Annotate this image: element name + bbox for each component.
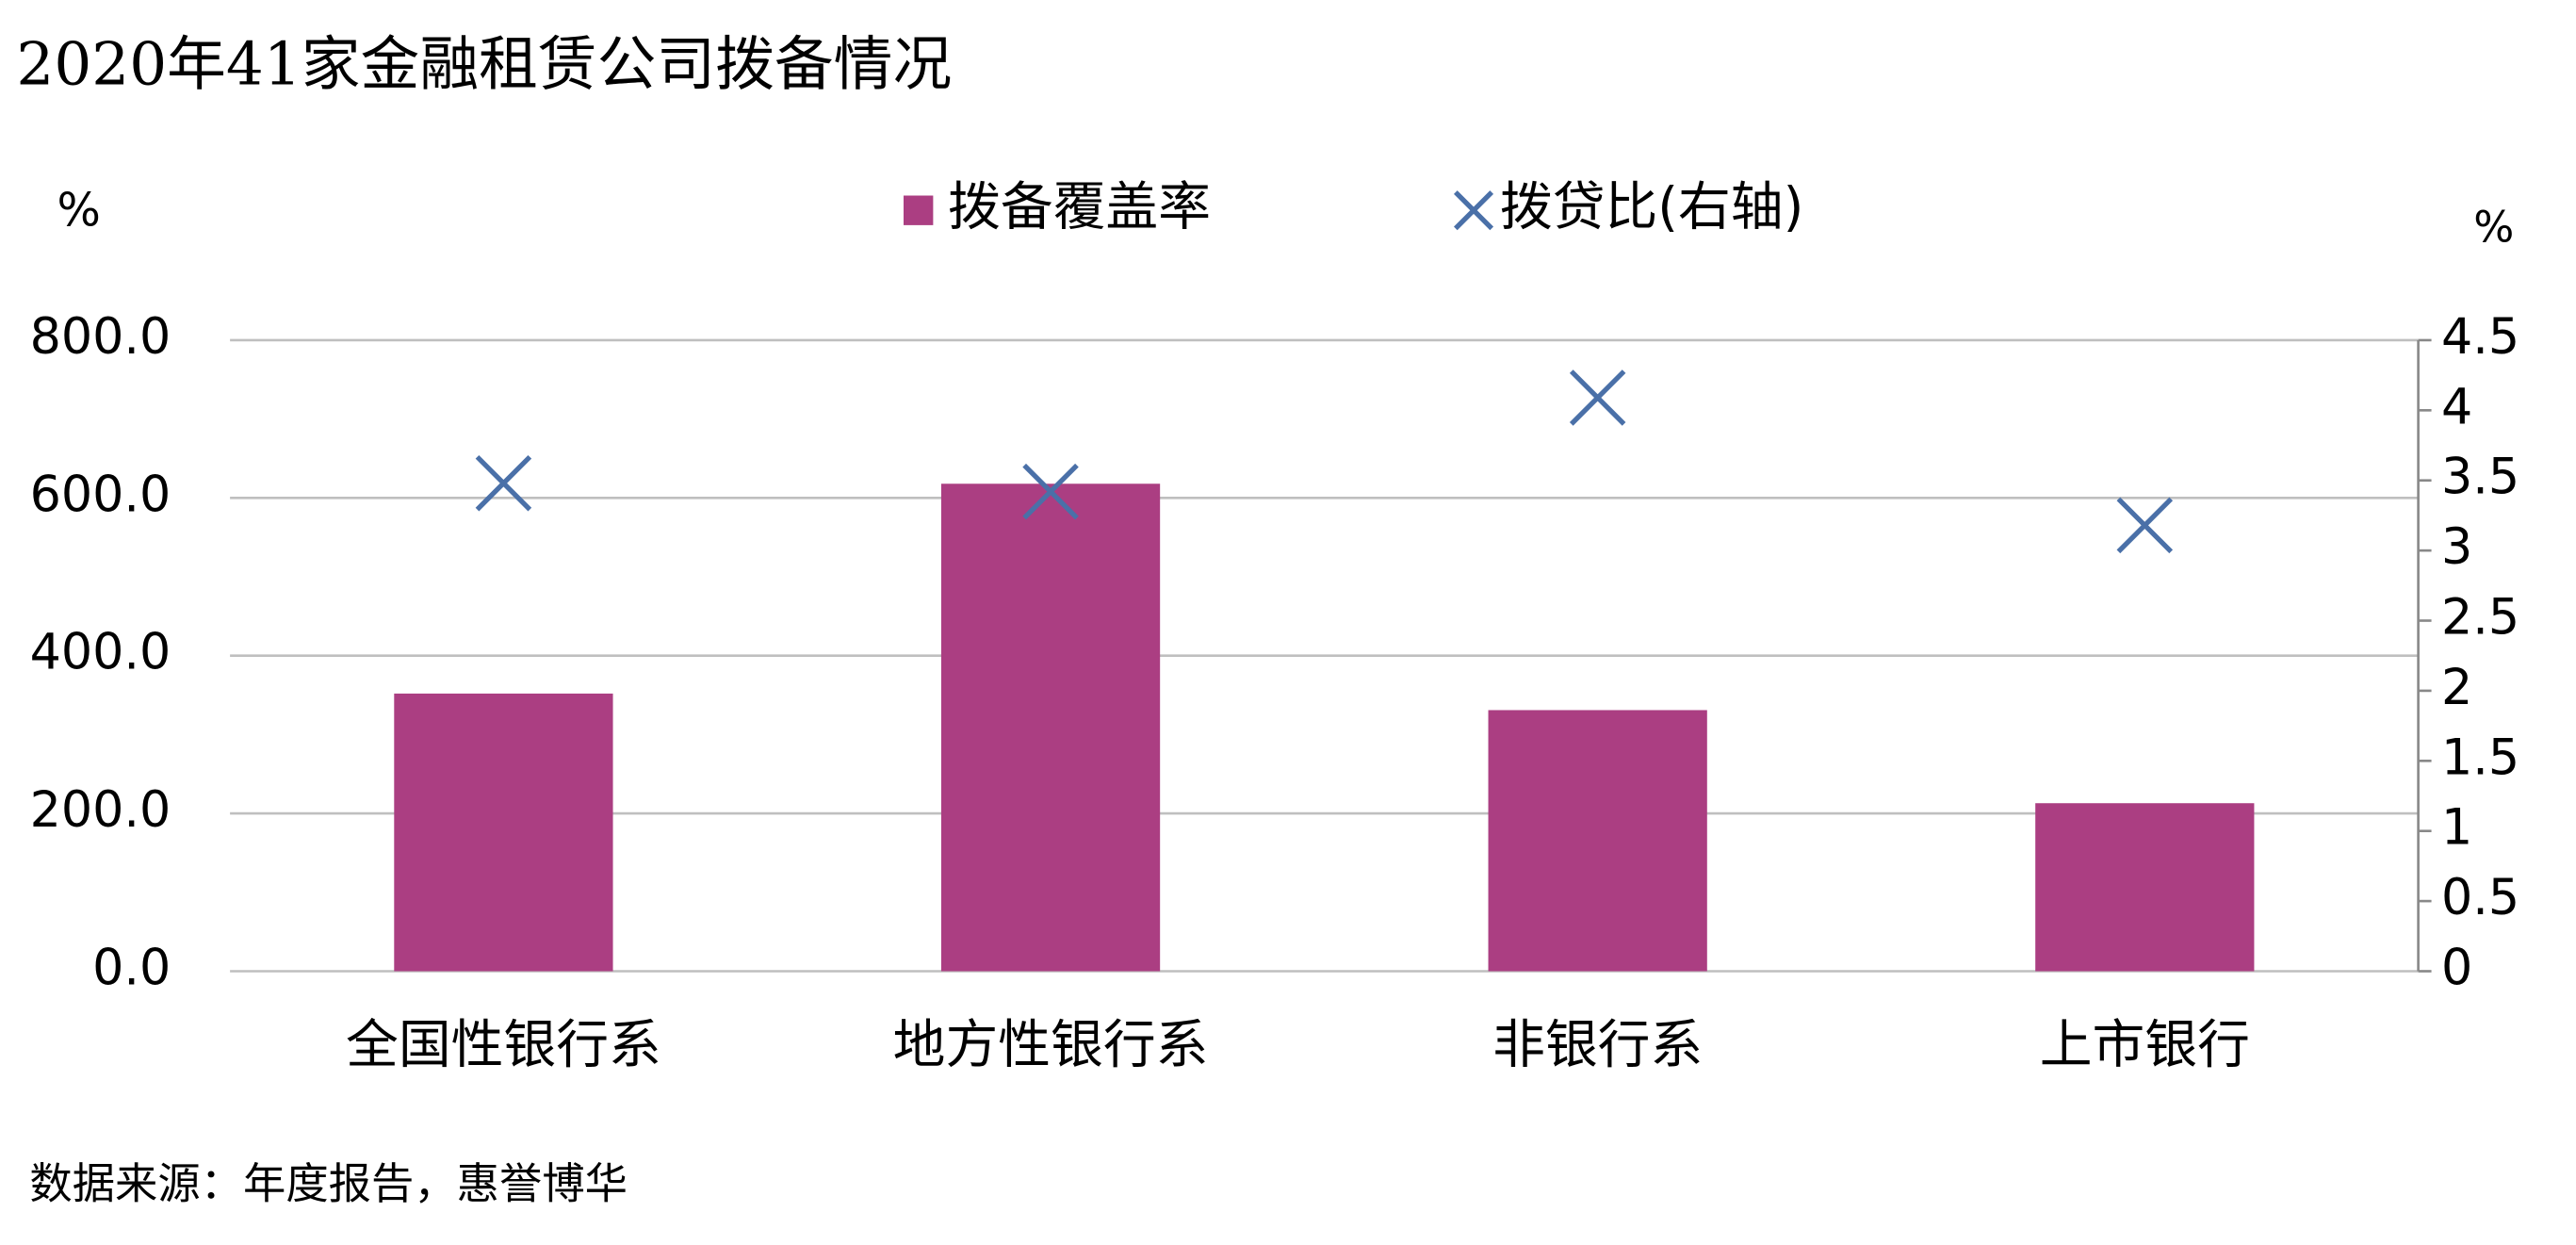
- y-tick-label: 0.0: [92, 939, 171, 996]
- y2-tick-label: 4.5: [2441, 308, 2519, 366]
- y2-tick-label: 0.5: [2441, 869, 2519, 926]
- legend-swatch: [1454, 190, 1494, 231]
- x-marker: [475, 454, 532, 512]
- y-tick-label: 400.0: [30, 624, 171, 681]
- y2-tick-label: 1.5: [2441, 729, 2519, 786]
- x-marker: [1569, 369, 1626, 426]
- legend-swatch: [903, 195, 934, 225]
- y2-axis-unit: %: [2473, 203, 2514, 253]
- source-note: 数据来源：年度报告，惠誉博华: [29, 1158, 628, 1208]
- legend-label: 拨贷比(右轴): [1500, 176, 1803, 238]
- y-tick-label: 200.0: [30, 781, 171, 839]
- x-marker: [1022, 463, 1079, 520]
- y2-tick-label: 0: [2441, 939, 2472, 996]
- x-tick-label: 非银行系: [1492, 1015, 1703, 1076]
- bar: [1488, 710, 1707, 972]
- bar: [940, 483, 1161, 972]
- x-tick-label: 全国性银行系: [346, 1015, 661, 1076]
- legend-label: 拨备覆盖率: [948, 176, 1211, 238]
- x-tick-label: 地方性银行系: [893, 1015, 1209, 1076]
- y-axis-unit: %: [57, 184, 100, 238]
- y-tick-label: 800.0: [30, 308, 171, 366]
- y2-tick-label: 2: [2441, 659, 2472, 716]
- y2-tick-label: 3.5: [2441, 449, 2519, 506]
- bar: [2035, 803, 2255, 972]
- y2-tick-label: 4: [2441, 378, 2472, 435]
- y2-tick-label: 3: [2441, 518, 2472, 576]
- x-marker: [2116, 497, 2174, 554]
- bar: [394, 693, 613, 972]
- y2-tick-label: 2.5: [2441, 589, 2519, 647]
- x-tick-label: 上市银行: [2040, 1015, 2250, 1076]
- y-tick-label: 600.0: [30, 466, 171, 523]
- chart-title: 2020年41家金融租赁公司拨备情况: [16, 30, 952, 99]
- y2-tick-label: 1: [2441, 799, 2472, 857]
